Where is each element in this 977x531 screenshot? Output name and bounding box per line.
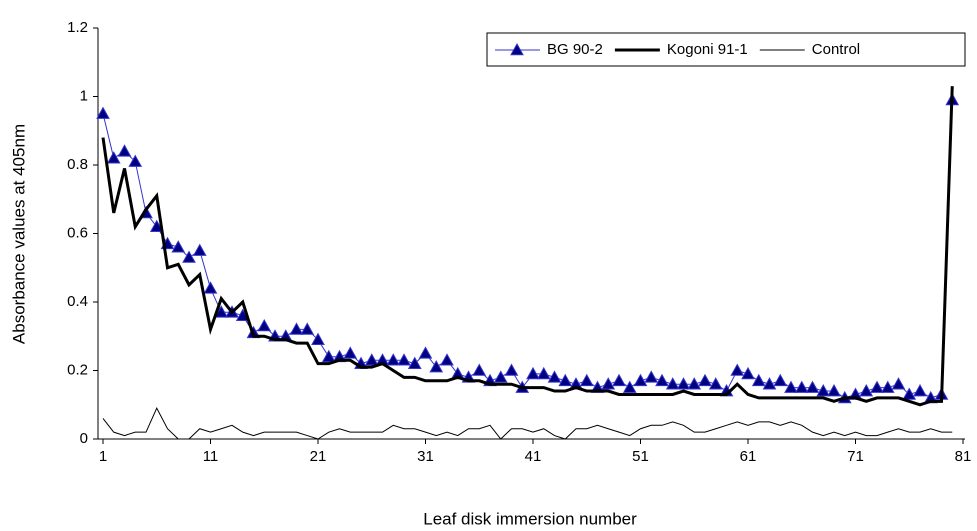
x-tick-label: 51 [632, 448, 649, 465]
data-marker [816, 384, 831, 397]
y-axis-label: Absorbance values at 405nm [9, 124, 28, 344]
data-marker [708, 377, 723, 390]
data-marker [397, 353, 411, 366]
data-marker [687, 377, 702, 390]
y-tick-label: 0.4 [67, 293, 88, 310]
data-marker [698, 373, 712, 387]
data-marker [751, 373, 766, 387]
data-marker [891, 377, 906, 390]
data-marker [827, 384, 841, 397]
data-marker [321, 349, 336, 363]
data-marker [300, 322, 315, 335]
data-marker [644, 370, 659, 383]
data-marker [880, 380, 895, 393]
data-marker [655, 373, 669, 387]
data-marker [547, 370, 562, 383]
data-marker [913, 384, 927, 397]
x-tick-label: 31 [417, 448, 434, 465]
data-marker [902, 387, 917, 400]
x-tick-label: 61 [740, 448, 757, 465]
data-marker [558, 373, 573, 387]
data-marker [665, 377, 680, 390]
data-marker [182, 250, 196, 263]
data-marker [171, 240, 186, 253]
data-marker [536, 366, 551, 380]
series-line [102, 99, 953, 399]
data-marker [407, 356, 422, 369]
x-tick-label: 81 [955, 448, 972, 465]
y-tick-label: 0.2 [67, 361, 88, 378]
x-tick-label: 11 [203, 448, 219, 465]
legend-box [486, 32, 966, 67]
data-marker [257, 318, 272, 332]
data-marker [418, 346, 433, 359]
data-marker [289, 322, 304, 335]
data-marker [859, 384, 874, 397]
data-marker [117, 144, 132, 157]
data-marker [472, 363, 487, 376]
data-marker [128, 154, 143, 167]
x-tick-label: 41 [525, 448, 542, 465]
data-marker [741, 366, 755, 380]
data-marker [794, 380, 809, 393]
data-marker [106, 151, 121, 164]
x-tick-label: 71 [847, 448, 864, 465]
data-marker [870, 380, 884, 393]
y-tick-label: 1 [80, 87, 88, 104]
data-marker [730, 363, 745, 376]
y-tick-label: 1.2 [67, 19, 88, 36]
data-marker [622, 380, 637, 393]
y-tick-label: 0.6 [67, 224, 88, 241]
data-marker [612, 373, 626, 387]
series-line [101, 86, 954, 407]
x-axis-label: Leaf disk immersion number [423, 509, 637, 528]
data-marker [440, 353, 454, 366]
data-marker [784, 380, 798, 393]
data-marker [676, 377, 691, 390]
data-marker [526, 366, 540, 380]
data-marker [364, 353, 379, 366]
legend-marker [510, 42, 524, 56]
legend-label: BG 90-2 [547, 41, 603, 58]
data-marker [149, 219, 164, 232]
data-marker [96, 106, 110, 119]
data-marker [773, 373, 788, 387]
data-marker [504, 363, 519, 376]
data-marker [203, 281, 218, 294]
x-tick-label: 1 [99, 448, 107, 465]
series-line [102, 407, 953, 440]
legend-label: Control [812, 41, 860, 58]
data-marker [579, 373, 594, 387]
data-marker [762, 377, 777, 390]
data-marker [311, 332, 325, 345]
data-marker [633, 373, 648, 387]
data-marker [386, 353, 401, 366]
data-marker [493, 370, 508, 383]
legend: BG 90-2 Kogoni 91-1 Control [486, 32, 966, 67]
data-marker [192, 243, 207, 256]
data-marker [343, 346, 358, 359]
y-tick-label: 0 [80, 430, 88, 447]
data-marker [429, 360, 444, 373]
data-marker [805, 380, 820, 393]
x-tick-label: 21 [310, 448, 327, 465]
y-tick-label: 0.8 [67, 156, 88, 173]
legend-label: Kogoni 91-1 [667, 41, 748, 58]
data-marker [601, 377, 616, 390]
